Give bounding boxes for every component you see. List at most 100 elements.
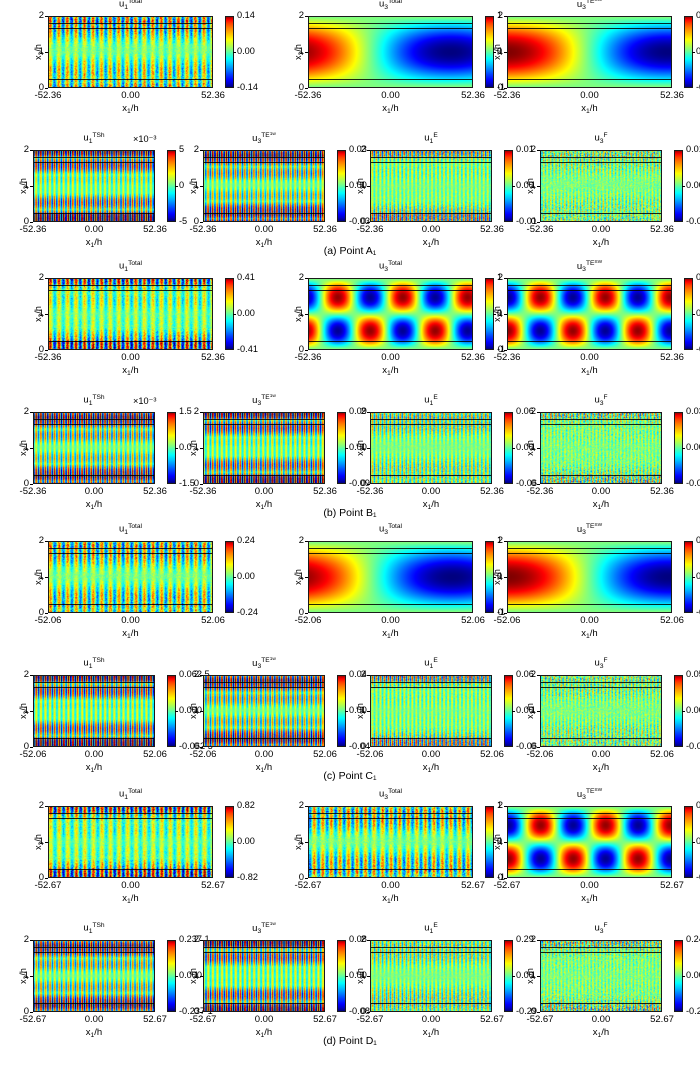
group-caption: (a) Point A₁ (323, 245, 377, 257)
colorbar-tick-label: 0.000 (686, 970, 700, 980)
interface-line (204, 947, 324, 948)
x-axis-label: x1/h (592, 762, 610, 775)
field-panel: u1TSh x3/h 2 1 0 -52.36 0.00 52.36 x1/h ×10⁻³ 1.5 0… (18, 394, 217, 511)
y-tick-label: 0 (298, 344, 304, 355)
y-tick-label: 1 (38, 571, 44, 582)
heatmap-image (33, 412, 155, 484)
colorbar-tick-label: -1.5 (179, 478, 195, 488)
interface-line (508, 553, 671, 554)
x-tick-label: -52.36 (189, 486, 217, 497)
y-tick-label: 1 (23, 442, 29, 453)
colorbar-tick-label: 0.000 0 (686, 180, 700, 190)
y-tick-mark (537, 186, 540, 187)
interface-line (49, 604, 212, 605)
y-tick-label: 2 (530, 406, 536, 417)
field-panel: u3TE1w x3/h 2 1 0 -52.67 0.00 52.67 x1/h 0.08 0.00… (188, 922, 387, 1039)
colorbar-multiplier: ×10⁻³ (133, 396, 157, 406)
y-tick-label: 0 (193, 1006, 199, 1017)
colorbar-tick-label: -0.237 1 (179, 1006, 213, 1016)
x-axis-label: x1/h (592, 499, 610, 512)
colorbar-tick-label: 0 (497, 836, 503, 846)
field-panel: u1E x3/h 2 1 0 -52.67 0.00 52.67 x1/h 0.29 0.00 -0.… (355, 922, 554, 1039)
y-tick-mark (30, 412, 33, 413)
colorbar-tick-mark (512, 448, 515, 449)
interface-line (309, 23, 472, 24)
interface-line (508, 604, 671, 605)
y-tick-mark (200, 747, 203, 748)
field-panel: u1TSh x3/h 2 1 0 -52.67 0.00 52.67 x1/h 0.237 1 0.… (18, 922, 217, 1039)
y-tick-mark (200, 448, 203, 449)
interface-line (49, 813, 212, 814)
interface-line (49, 818, 212, 819)
x-tick-label: 52.67 (461, 880, 485, 891)
interface-line (34, 952, 154, 953)
x-tick-label: 52.36 (660, 352, 684, 363)
interface-line (508, 341, 671, 342)
y-tick-mark (200, 150, 203, 151)
y-tick-label: 2 (193, 669, 199, 680)
y-tick-mark (504, 314, 507, 315)
group-caption: (b) Point B₁ (323, 507, 377, 519)
x-tick-label: 0.00 (381, 615, 400, 626)
panel-title: u3TE1w (252, 132, 276, 145)
interface-line (541, 738, 661, 739)
panel-title: u1E (424, 922, 438, 935)
colorbar-tick-label: 0.00 (696, 836, 700, 846)
panel-title: u1E (424, 132, 438, 145)
x-tick-label: -52.06 (34, 615, 62, 626)
colorbar-tick-label: 0.0 (179, 442, 192, 452)
y-tick-mark (504, 613, 507, 614)
heatmap-image (33, 940, 155, 1012)
heatmap-image (308, 278, 473, 350)
colorbar-tick-label: 0.01 (516, 144, 534, 154)
x-axis-label: x1/h (255, 762, 273, 775)
colorbar-tick-mark (512, 186, 515, 187)
colorbar-tick-mark (682, 976, 685, 977)
y-tick-label: 2 (298, 10, 304, 21)
colorbar-tick-label: 0.237 1 (179, 934, 210, 944)
interface-line (204, 738, 324, 739)
x-axis-label: x1/h (581, 893, 598, 906)
interface-line (541, 424, 661, 425)
y-tick-mark (537, 747, 540, 748)
field-panel: u3Total x3/h 2 1 0 -52.36 0.00 52.36 x1/h 1 0 -1 (293, 0, 535, 115)
x-tick-label: -52.36 (19, 224, 47, 235)
x-tick-label: 52.36 (143, 486, 167, 497)
colorbar-tick-label: -0.97 (696, 82, 700, 92)
interface-line (371, 738, 491, 739)
x-tick-label: -52.36 (189, 224, 217, 235)
interface-line (49, 553, 212, 554)
y-tick-label: 2 (530, 669, 536, 680)
x-tick-label: 0.00 (421, 224, 441, 235)
x-tick-label: 0.00 (84, 1014, 104, 1025)
y-tick-label: 1 (497, 571, 503, 582)
x-tick-label: -52.36 (34, 352, 62, 363)
field-panel: u3TE1w x3/h 2 1 0 -52.36 0.00 52.36 x1/h 0.03 0.00… (188, 132, 387, 249)
x-tick-label: -52.67 (294, 880, 322, 891)
heatmap-image (203, 150, 325, 222)
x-tick-label: -52.36 (294, 90, 322, 101)
interface-line (508, 23, 671, 24)
y-tick-mark (200, 186, 203, 187)
colorbar-tick-label: 0.034 4 (686, 406, 700, 416)
y-tick-label: 2 (298, 800, 304, 811)
panel-title: u1TSh (83, 922, 105, 935)
y-tick-mark (30, 1012, 33, 1013)
x-tick-label: 0.00 (580, 352, 599, 363)
y-tick-mark (30, 484, 33, 485)
y-tick-mark (537, 484, 540, 485)
interface-line (204, 424, 324, 425)
y-tick-mark (200, 222, 203, 223)
colorbar-tick-label: 0 (497, 308, 503, 318)
colorbar-tick-label: 0.00 (349, 705, 367, 715)
y-tick-mark (45, 16, 48, 17)
colorbar-tick-label: 0.052 4 (686, 669, 700, 679)
interface-line (508, 818, 671, 819)
y-tick-label: 1 (23, 970, 29, 981)
x-axis-label: x1/h (422, 1027, 440, 1040)
y-tick-mark (367, 222, 370, 223)
y-tick-label: 0 (193, 741, 199, 752)
